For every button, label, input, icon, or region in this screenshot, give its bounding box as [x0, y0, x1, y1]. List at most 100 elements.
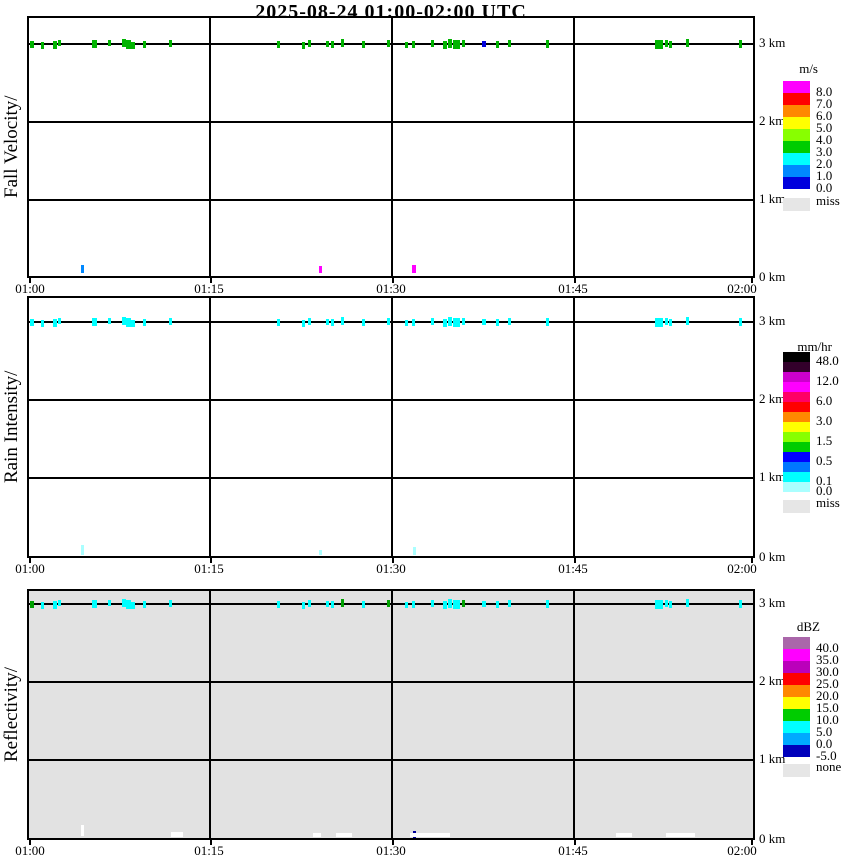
gridline-0145	[573, 591, 575, 838]
time-tick-0200: 02:00	[727, 281, 757, 296]
data-mark	[301, 319, 305, 327]
legend-miss-label: miss	[816, 193, 840, 208]
x-axis-tick	[392, 558, 394, 563]
legend-block	[783, 721, 810, 733]
legend-tick-label: -5.0	[816, 748, 837, 763]
legend-miss-swatch-fall-velocity	[783, 198, 810, 211]
time-tick-0130: 01:30	[376, 561, 406, 576]
data-mark	[80, 545, 84, 555]
data-mark	[131, 601, 135, 609]
data-mark	[655, 317, 663, 327]
data-mark	[30, 600, 34, 608]
data-mark	[461, 599, 465, 607]
data-mark	[330, 318, 334, 326]
data-mark	[91, 600, 97, 608]
data-mark	[142, 600, 146, 608]
time-tick-0130: 01:30	[376, 843, 406, 858]
height-label-2km: 2 km	[759, 113, 786, 128]
height-label-1km: 1 km	[759, 191, 786, 206]
data-mark	[276, 40, 280, 48]
data-mark	[411, 40, 415, 48]
height-label-0km: 0 km	[759, 549, 786, 564]
data-mark	[664, 599, 668, 607]
x-axis-tick	[29, 278, 31, 283]
data-mark	[125, 317, 131, 327]
legend-block	[783, 177, 810, 189]
legend-tick-label: 10.0	[816, 712, 839, 727]
legend-tick-label: 1.5	[816, 433, 833, 448]
legend-block	[783, 733, 810, 745]
data-mark	[452, 599, 460, 609]
legend-units-mmhr: mm/hr	[797, 339, 832, 354]
legend-miss-swatch-rain-intensity	[783, 500, 810, 513]
legend-tick-label: 6.0	[816, 393, 833, 408]
plot-reflectivity	[27, 589, 755, 845]
data-mark	[482, 41, 486, 47]
data-mark	[318, 550, 322, 555]
data-mark	[307, 599, 311, 607]
legend-tick-label: 0.1	[816, 473, 833, 488]
time-tick-0100: 01:00	[15, 843, 45, 858]
height-label-3km: 3 km	[759, 313, 786, 328]
legend-block	[783, 709, 810, 721]
time-tick-0115: 01:15	[194, 281, 224, 296]
gridline-0115	[209, 18, 211, 276]
x-axis-tick	[574, 278, 576, 283]
legend-bar-rain-intensity: 48.0 12.0 6.0 3.0 1.5 0.5 0.1 0.0	[783, 352, 839, 497]
data-mark	[142, 318, 146, 326]
data-mark	[664, 317, 668, 325]
data-mark	[325, 601, 329, 607]
data-mark	[131, 41, 135, 49]
legend-tick-label: 3.0	[816, 144, 833, 159]
time-tick-0145: 01:45	[558, 561, 588, 576]
data-mark	[125, 599, 131, 609]
data-mark	[404, 602, 408, 608]
time-tick-0145: 01:45	[558, 843, 588, 858]
data-mark	[448, 316, 452, 326]
legend-block	[783, 362, 810, 372]
data-mark	[443, 41, 447, 49]
legend-tick-label: 30.0	[816, 664, 839, 679]
data-mark	[738, 318, 742, 326]
x-axis-tick	[751, 278, 753, 283]
data-mark	[452, 39, 460, 49]
data-mark	[495, 600, 499, 608]
data-mark	[404, 320, 408, 326]
legend-block	[783, 382, 810, 392]
data-mark	[107, 40, 111, 46]
legend-tick-label: 0.0	[816, 180, 833, 195]
y-axis-label-rain-intensity: Rain Intensity/	[1, 370, 22, 484]
data-mark	[301, 41, 305, 49]
data-mark	[507, 39, 511, 47]
legend-tick-label: 5.0	[816, 120, 833, 135]
x-axis-tick	[210, 278, 212, 283]
data-mark	[40, 601, 44, 609]
data-mark	[122, 39, 126, 47]
plot-fall-velocity	[27, 16, 755, 283]
height-label-0km: 0 km	[759, 269, 786, 284]
data-mark	[30, 40, 34, 48]
data-mark	[411, 600, 415, 608]
legend-block	[783, 117, 810, 129]
data-mark	[361, 600, 365, 608]
legend-bar-reflectivity: 40.0 35.0 30.0 25.0 20.0 15.0 10.0 5.0 0.0 -5.0	[783, 637, 839, 762]
data-mark	[168, 39, 172, 47]
data-mark	[665, 833, 695, 837]
gridline-0145	[573, 18, 575, 276]
time-tick-0100: 01:00	[15, 561, 45, 576]
height-label-1km: 1 km	[759, 469, 786, 484]
data-mark	[616, 833, 632, 837]
legend-block	[783, 402, 810, 412]
data-mark	[655, 599, 663, 609]
data-mark	[361, 40, 365, 48]
height-label-1km: 1 km	[759, 751, 786, 766]
data-mark	[307, 317, 311, 325]
legend-block	[783, 352, 810, 362]
data-mark	[330, 40, 334, 48]
legend-block	[783, 649, 810, 661]
data-mark	[412, 265, 416, 273]
data-mark	[664, 39, 668, 47]
data-mark	[276, 600, 280, 608]
time-tick-0145: 01:45	[558, 281, 588, 296]
legend-block	[783, 129, 810, 141]
